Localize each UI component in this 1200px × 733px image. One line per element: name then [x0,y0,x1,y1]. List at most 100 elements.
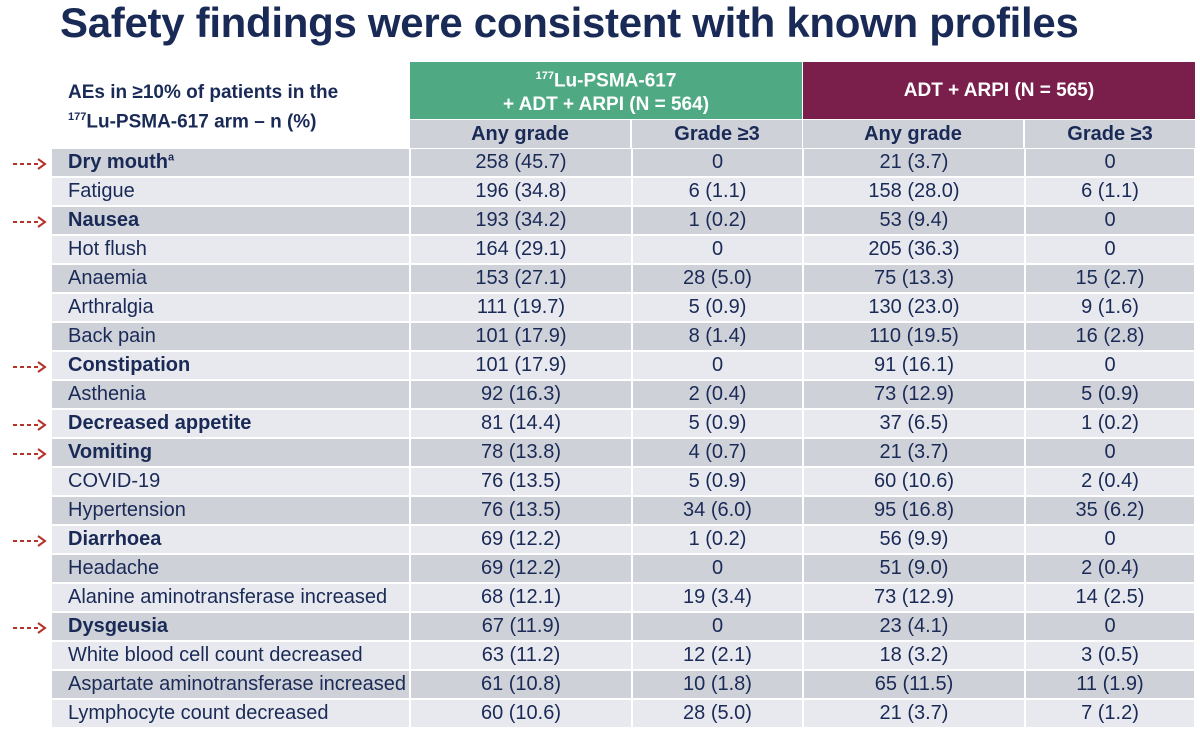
arm1-grade3-cell-text: 8 (1.4) [688,325,747,347]
ae-name-cell-text: Dysgeusia [68,615,169,637]
arm2-any-grade-cell-text: 73 (12.9) [873,383,955,405]
row-header-label: AEs in ≥10% of patients in the 177Lu-PSM… [68,80,408,134]
arm1-line2: + ADT + ARPI (N = 564) [502,94,710,116]
ae-name-cell: Back pain [52,322,411,352]
arm1-grade3-cell: 10 (1.8) [632,670,804,700]
arm1-grade3-cell-text: 6 (1.1) [688,180,747,202]
arm1-any-grade-cell: 68 (12.1) [410,583,633,613]
arm2-grade3-cell-text: 0 [1104,615,1116,637]
arm1-grade3-cell-text: 19 (3.4) [683,586,752,608]
arm1-grade3-cell: 1 (0.2) [632,206,804,236]
arm1-grade3-cell: 28 (5.0) [632,699,804,729]
arm1-any-grade-cell-text: 193 (34.2) [475,209,567,231]
ae-name-cell-text: Lymphocyte count decreased [68,702,329,724]
table-row: Hypertension 76 (13.5) 34 (6.0) 95 (16.8) 35… [52,496,1196,526]
arm2-any-grade-cell: 23 (4.1) [803,612,1026,642]
table-row: White blood cell count decreased 63 (11.2… [52,641,1196,671]
arm1-any-grade-cell-text: 101 (17.9) [475,354,567,376]
ae-name-cell: Decreased appetite [52,409,411,439]
arm1-any-grade-cell-text: 63 (11.2) [481,644,561,666]
ae-name-cell-text: Anaemia [68,267,147,289]
arm2-grade3-cell-text: 5 (0.9) [1081,383,1139,405]
table-row: Alanine aminotransferase increased 68 (12… [52,583,1196,613]
arm2-any-grade-cell-text: 21 (3.7) [879,151,949,173]
arm1-grade3-cell: 34 (6.0) [632,496,804,526]
arrow-slot [12,265,52,294]
arrow-slot [12,294,52,323]
ae-name-cell-text: Hot flush [68,238,147,260]
ae-name-cell-text: Asthenia [68,383,146,405]
dashed-arrow-icon [13,447,47,460]
ae-name-cell: Diarrhoea [52,525,411,555]
page-title: Safety findings were consistent with kno… [60,0,1079,46]
arm2-grade3-cell: 2 (0.4) [1025,467,1196,497]
arm2-grade3-cell-text: 35 (6.2) [1075,499,1145,521]
arm2-grade3-cell-text: 14 (2.5) [1075,586,1145,608]
ae-name-cell-text: Arthralgia [68,296,154,318]
arrow-slot [12,642,52,671]
arm2-any-grade-cell-text: 65 (11.5) [874,673,954,695]
arm1-any-grade-cell-text: 69 (12.2) [480,557,562,579]
arrow-slot [12,497,52,526]
arm2-any-grade-cell: 95 (16.8) [803,496,1026,526]
arm2-any-grade-cell-text: 130 (23.0) [868,296,960,318]
arrow-slot [12,410,52,439]
dashed-arrow-icon [13,418,47,431]
arrow-slot [12,178,52,207]
arm1-grade3-cell: 0 [632,612,804,642]
isotope-superscript: 177 [68,111,87,123]
arm1-any-grade-cell-text: 69 (12.2) [480,528,562,550]
arm2-grade3-cell: 2 (0.4) [1025,554,1196,584]
arm1-grade3-cell: 28 (5.0) [632,264,804,294]
arrow-slot [12,555,52,584]
ae-name-cell-text: Fatigue [68,180,135,202]
arm2-any-grade-cell-text: 95 (16.8) [873,499,955,521]
arm2-any-grade-cell: 65 (11.5) [803,670,1026,700]
arm1-line1-text: Lu-PSMA-617 [553,70,677,92]
ae-name-cell: Fatigue [52,177,411,207]
table-row: Back pain 101 (17.9) 8 (1.4) 110 (19.5) 16 (… [52,322,1196,352]
arm2-grade3-cell-text: 1 (0.2) [1081,412,1139,434]
arm1-grade3-cell-text: 5 (0.9) [688,296,747,318]
arm-header-lu-psma: 177Lu-PSMA-617 + ADT + ARPI (N = 564) [410,62,802,119]
arm2-grade3-cell-text: 0 [1104,151,1116,173]
arm1-any-grade-cell: 101 (17.9) [410,322,633,352]
arrow-slot [12,468,52,497]
arm1-any-grade-cell: 92 (16.3) [410,380,633,410]
arrow-slot [12,352,52,381]
ae-name-cell: Alanine aminotransferase increased [52,583,411,613]
arm2-any-grade-cell: 51 (9.0) [803,554,1026,584]
arm1-any-grade-cell-text: 101 (17.9) [475,325,567,347]
ae-name-cell: Arthralgia [52,293,411,323]
table-row: COVID-19 76 (13.5) 5 (0.9) 60 (10.6) 2 (0.4) [52,467,1196,497]
arm2-any-grade-cell-text: 91 (16.1) [873,354,955,376]
arm1-grade3-cell: 6 (1.1) [632,177,804,207]
ae-name-cell-text: COVID-19 [68,470,161,492]
footnote-marker: a [168,151,175,164]
ae-name-cell-text: Aspartate aminotransferase increased [68,673,406,695]
arm2-grade3-cell: 35 (6.2) [1025,496,1196,526]
ae-name-cell-text: Hypertension [68,499,186,521]
arm2-any-grade-cell: 73 (12.9) [803,583,1026,613]
arm2-grade3-cell-text: 0 [1104,441,1116,463]
table-row: Anaemia 153 (27.1) 28 (5.0) 75 (13.3) 15 (2.… [52,264,1196,294]
arm1-grade3-cell-text: 12 (2.1) [683,644,752,666]
arm1-grade3-cell: 5 (0.9) [632,293,804,323]
ae-name-cell: Asthenia [52,380,411,410]
row-header-line2: 177Lu-PSMA-617 arm – n (%) [68,105,408,134]
arm2-any-grade-cell: 130 (23.0) [803,293,1026,323]
adverse-events-body: Dry moutha 258 (45.7) 0 21 (3.7) 0 Fatigue 196… [52,149,1196,729]
dashed-arrow-icon [13,215,47,228]
arm2-any-grade-cell: 60 (10.6) [803,467,1026,497]
arm2-grade3-cell: 15 (2.7) [1025,264,1196,294]
arm2-any-grade-cell-text: 158 (28.0) [868,180,960,202]
arm2-grade3-cell: 7 (1.2) [1025,699,1196,729]
arm2-any-grade-cell: 18 (3.2) [803,641,1026,671]
arm1-any-grade-cell-text: 196 (34.8) [475,180,567,202]
ae-name-cell: White blood cell count decreased [52,641,411,671]
arm1-grade3-cell-text: 0 [711,151,724,173]
arm2-any-grade-cell-text: 110 (19.5) [869,325,959,347]
ae-name-cell-text: Alanine aminotransferase increased [68,586,388,608]
table-row: Hot flush 164 (29.1) 0 205 (36.3) 0 [52,235,1196,265]
arm1-any-grade-cell-text: 61 (10.8) [480,673,562,695]
